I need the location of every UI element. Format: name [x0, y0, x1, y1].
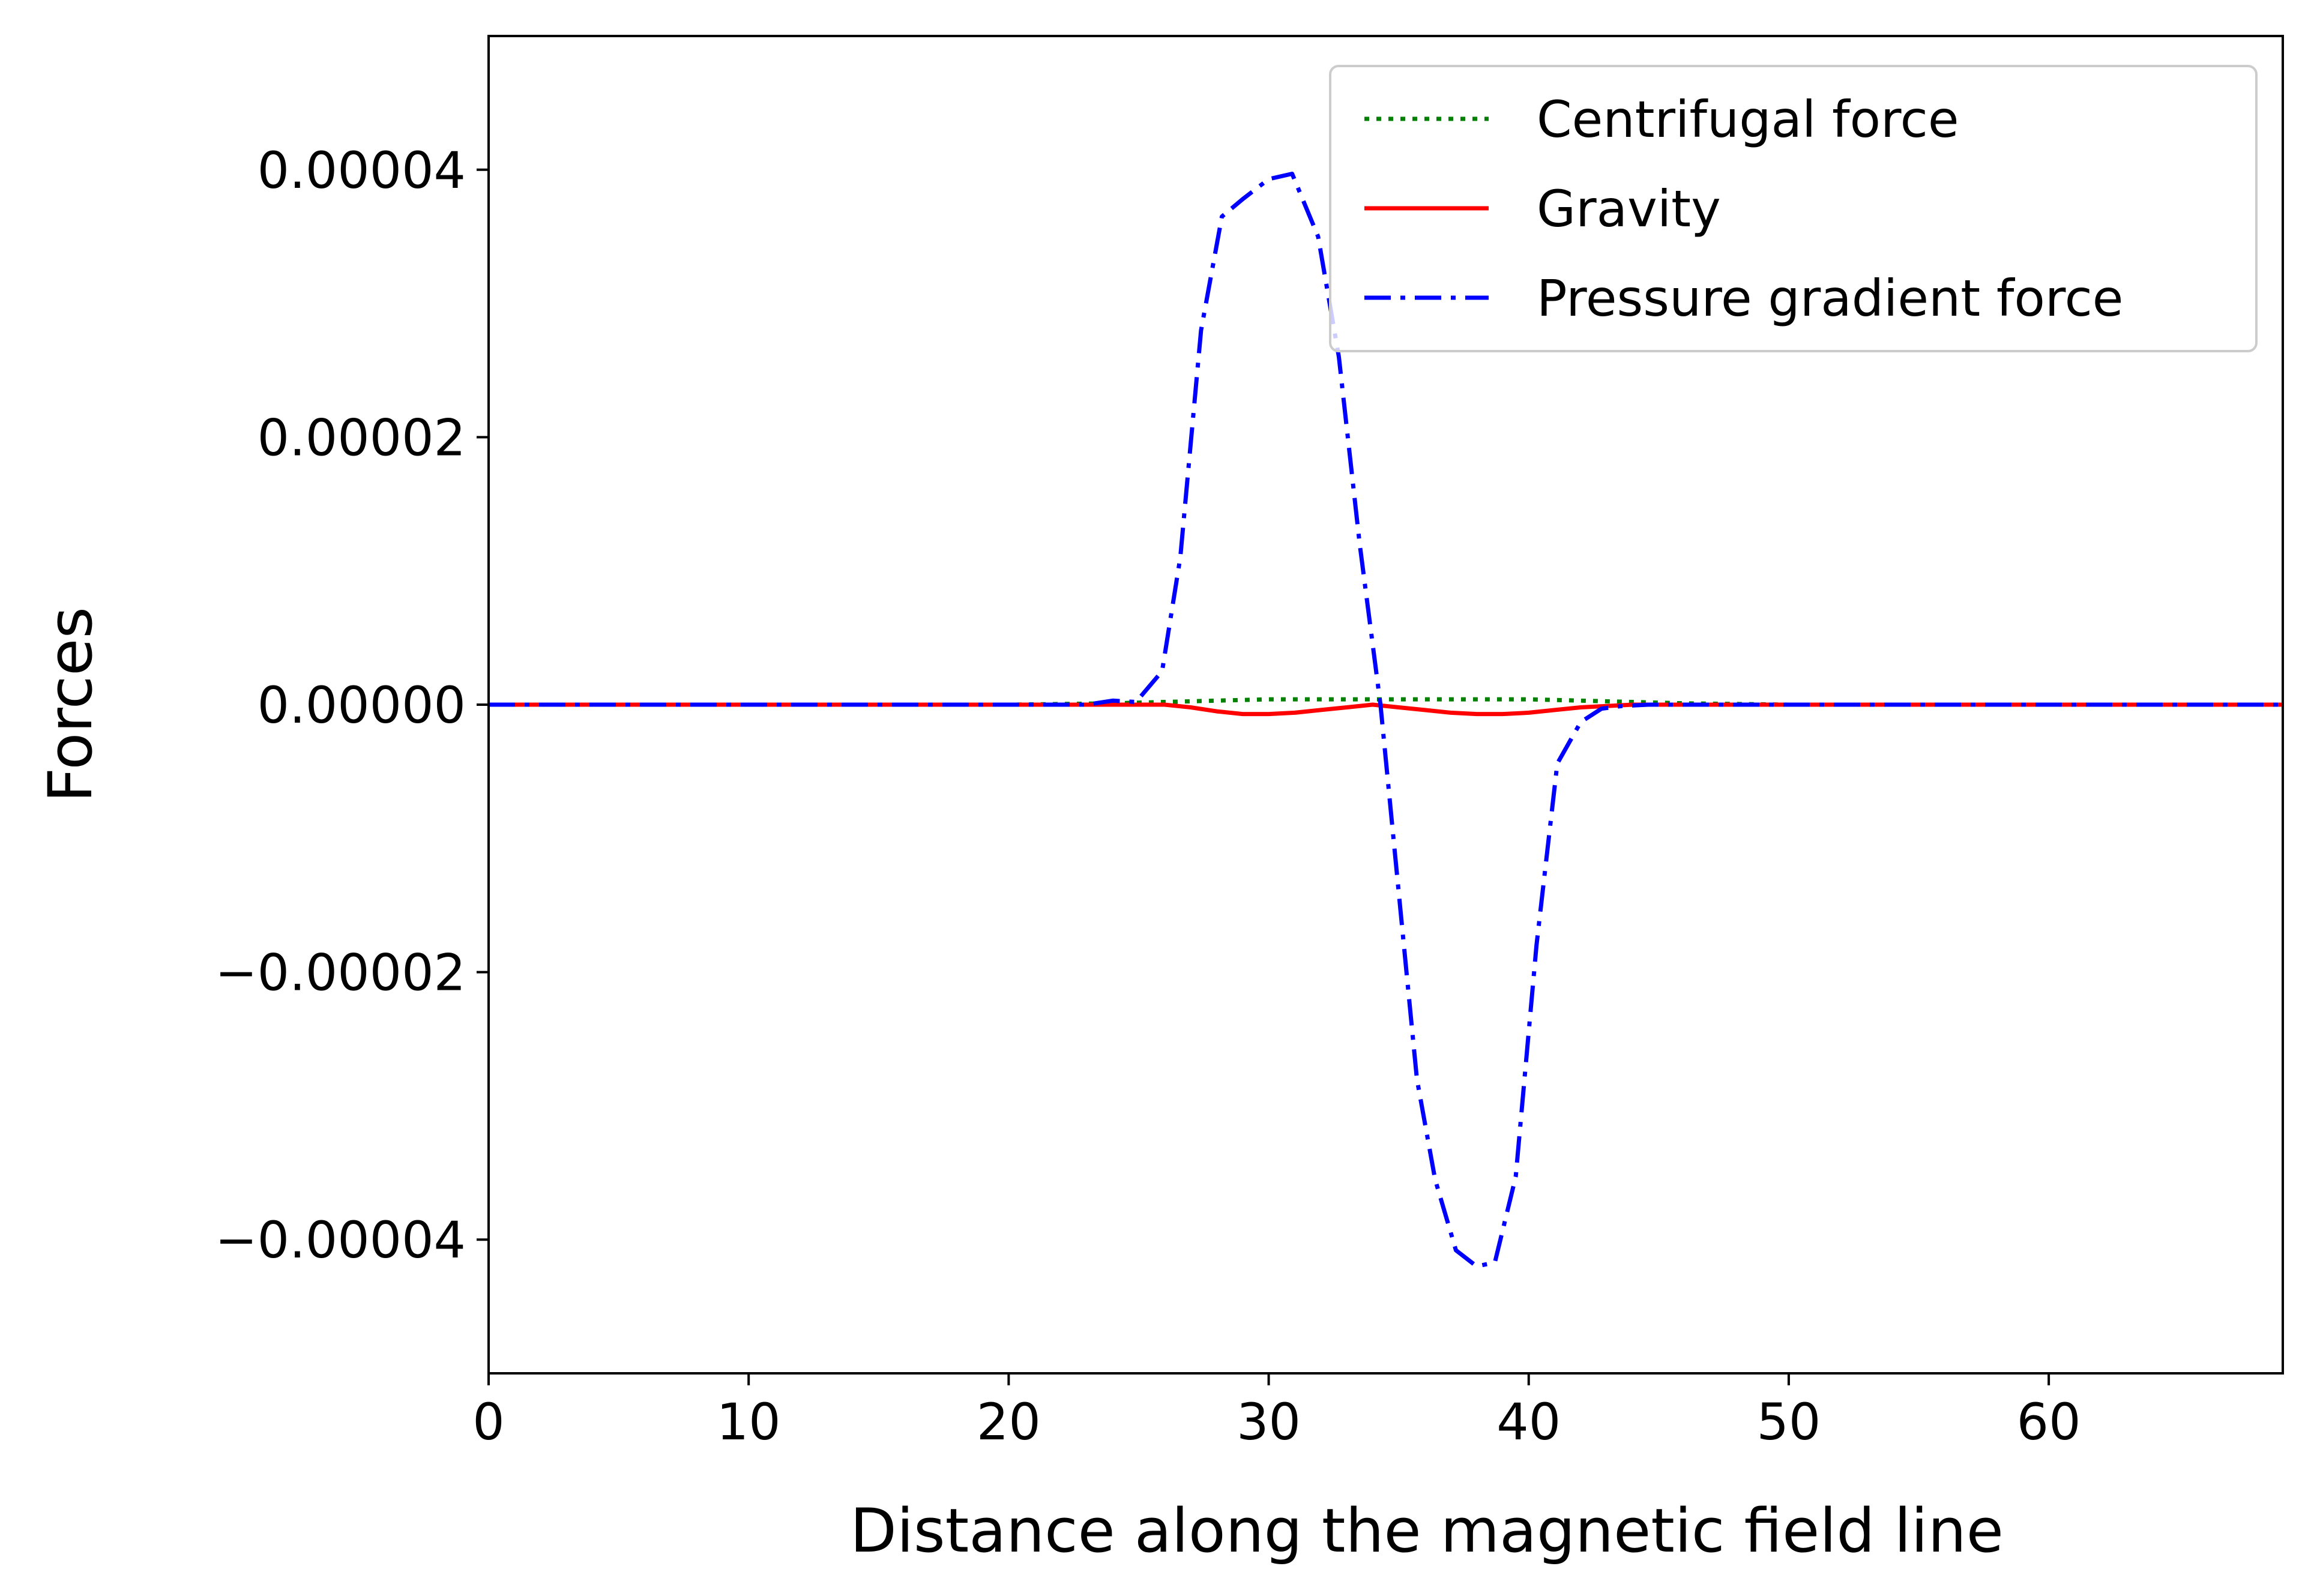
series-line-gravity	[489, 702, 2283, 717]
y-tick-label: 0.00004	[258, 141, 466, 200]
x-tick-label: 20	[977, 1393, 1041, 1451]
legend-box	[1329, 65, 2258, 352]
legend-entry[interactable]: Gravity	[1364, 179, 1721, 238]
series-line-pressure-gradient-force	[489, 172, 2283, 1269]
legend-entry[interactable]: Pressure gradient force	[1364, 269, 2123, 328]
plot-frame	[487, 35, 2284, 1375]
x-tick-label: 50	[1756, 1393, 1821, 1451]
y-axis-label: Forces	[35, 607, 106, 803]
legend[interactable]: Centrifugal force Gravity Pressure gradien…	[1329, 65, 2258, 352]
legend-label: Pressure gradient force	[1537, 269, 2123, 328]
legend-label: Centrifugal force	[1537, 90, 1959, 149]
x-axis-ticks: 0 10 20 30 40 50 60	[472, 1373, 2081, 1451]
x-tick-label: 30	[1237, 1393, 1301, 1451]
x-axis-label: Distance along the magnetic field line	[850, 1495, 2004, 1566]
x-tick-label: 40	[1496, 1393, 1561, 1451]
legend-entry[interactable]: Centrifugal force	[1364, 90, 1959, 149]
series-layer	[489, 172, 2283, 1269]
x-tick-label: 60	[2017, 1393, 2081, 1451]
y-axis-ticks: 0.00004 0.00002 0.00000 −0.00002 −0.00004	[215, 141, 489, 1269]
y-tick-label: −0.00002	[215, 944, 466, 1002]
y-tick-label: 0.00000	[258, 676, 466, 735]
y-tick-label: 0.00002	[258, 408, 466, 467]
legend-label: Gravity	[1537, 179, 1721, 238]
y-tick-label: −0.00004	[215, 1211, 466, 1269]
x-tick-label: 0	[472, 1393, 504, 1451]
x-tick-label: 10	[717, 1393, 781, 1451]
